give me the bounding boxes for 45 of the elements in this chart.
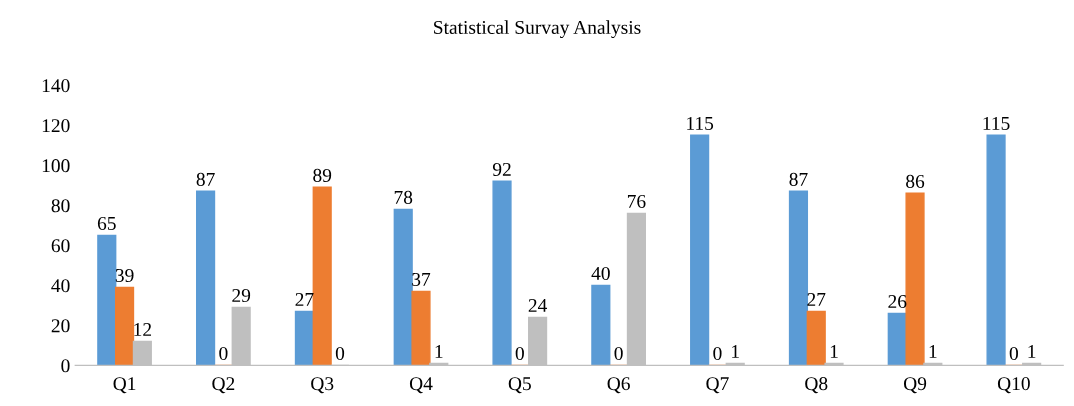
y-tick-label: 100 [42, 159, 70, 173]
x-tick-label: Q9 [903, 377, 927, 394]
y-tick-label: 0 [61, 359, 70, 373]
data-label: 86 [906, 174, 925, 188]
data-label: 0 [219, 346, 228, 361]
y-tick-label: 140 [42, 79, 70, 93]
chart-title: Statistical Survay Analysis [434, 20, 641, 38]
y-tick-label: 80 [51, 199, 70, 213]
x-tick-label: Q2 [212, 377, 235, 394]
data-label: 115 [983, 116, 1010, 130]
y-tick-label: 40 [51, 279, 70, 293]
data-label: 37 [412, 272, 431, 287]
y-tick-label: 120 [42, 119, 70, 133]
y-tick-label: 20 [51, 319, 70, 333]
x-tick-label: Q3 [311, 377, 334, 394]
data-label: 12 [134, 322, 152, 336]
data-label: 87 [196, 172, 215, 186]
data-label: 87 [789, 172, 808, 186]
data-label: 1 [1028, 345, 1036, 358]
data-label: 29 [232, 288, 251, 303]
data-label: 65 [97, 216, 116, 230]
x-tick-label: Q4 [409, 377, 433, 394]
data-label: 0 [335, 346, 345, 361]
x-tick-label: Q5 [508, 377, 531, 394]
data-label: 0 [713, 346, 722, 361]
x-tick-label: Q7 [706, 377, 729, 394]
data-label: 78 [394, 190, 413, 204]
data-label: 115 [687, 116, 714, 130]
x-tick-label: Q10 [997, 377, 1030, 394]
data-label: 40 [591, 266, 610, 281]
data-label: 1 [830, 345, 838, 358]
data-label: 0 [1009, 346, 1018, 361]
data-label: 76 [627, 194, 646, 208]
data-label: 24 [528, 298, 548, 312]
x-tick-label: Q6 [607, 377, 630, 394]
data-label: 1 [929, 345, 937, 358]
x-tick-label: Q1 [113, 377, 136, 394]
x-tick-label: Q8 [805, 377, 828, 394]
data-label: 1 [435, 345, 443, 358]
data-label: 0 [515, 346, 524, 361]
data-label: 1 [732, 345, 739, 358]
data-label: 92 [492, 162, 511, 176]
data-label: 0 [614, 346, 623, 361]
data-label: 89 [313, 168, 332, 182]
y-tick-label: 60 [51, 239, 70, 253]
